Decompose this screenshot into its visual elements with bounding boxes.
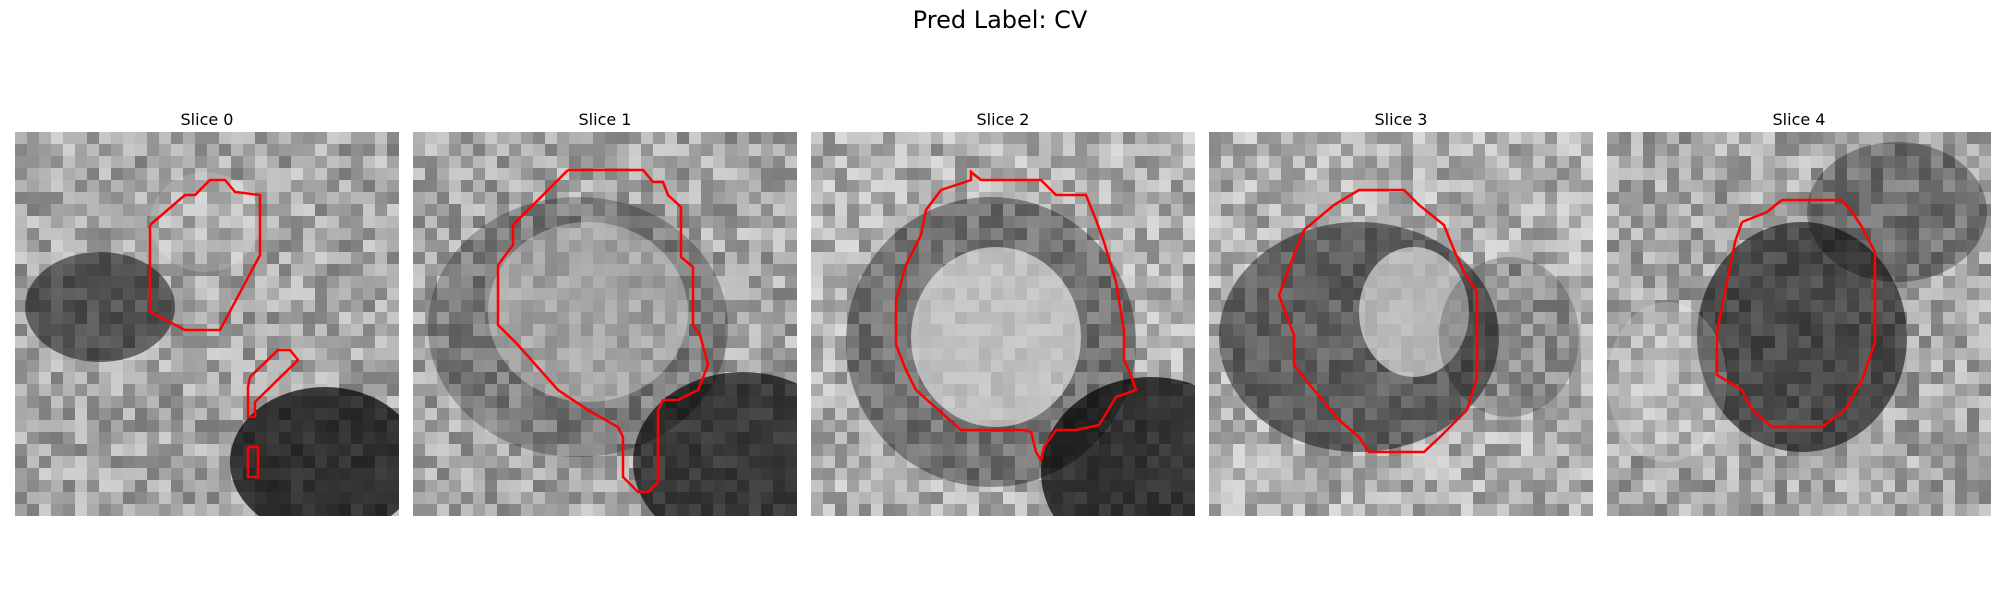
slice-panel-4: Slice 4 (1607, 108, 1991, 516)
contour-outline (496, 168, 710, 494)
slice-image-3 (1209, 132, 1593, 516)
slice-title-2: Slice 2 (976, 110, 1030, 129)
slice-panel-2: Slice 2 (811, 108, 1195, 516)
slice-image-0 (15, 132, 399, 516)
contour-outline (1277, 188, 1479, 454)
slice-title-1: Slice 1 (578, 110, 632, 129)
slice-title-3: Slice 3 (1374, 110, 1428, 129)
blob-overlay (1219, 222, 1579, 452)
slice-panel-1: Slice 1 (413, 108, 797, 516)
blob-overlay (846, 197, 1195, 516)
slice-panel-3: Slice 3 (1209, 108, 1593, 516)
contour-outline (894, 169, 1138, 464)
blob-overlay (428, 197, 797, 516)
slice-panel-0: Slice 0 (15, 108, 399, 516)
contour-outline (1715, 198, 1877, 429)
slice-title-4: Slice 4 (1772, 110, 1826, 129)
figure-title: Pred Label: CV (912, 6, 1088, 34)
contour-outline (246, 348, 300, 419)
slice-image-2 (811, 132, 1195, 516)
contour-outline (246, 445, 260, 479)
slice-image-4 (1607, 132, 1991, 516)
blob-overlay (25, 172, 399, 516)
slice-image-1 (413, 132, 797, 516)
slice-title-0: Slice 0 (180, 110, 234, 129)
contour-outline (148, 178, 262, 332)
